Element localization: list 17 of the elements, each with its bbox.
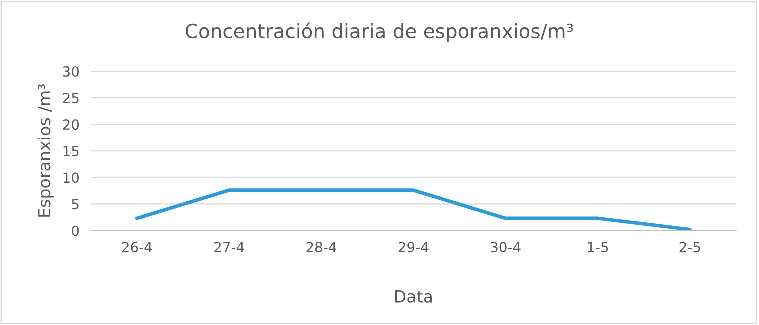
y-tick-label: 25 [63, 93, 79, 104]
x-tick-label: 30-4 [491, 242, 521, 253]
x-tick-label: 26-4 [122, 242, 152, 253]
x-axis-title: Data [395, 290, 432, 303]
x-tick-label: 27-4 [214, 242, 244, 252]
y-tick-label: 10 [64, 172, 80, 184]
y-axis-title: Esporanxios /m³ [38, 84, 54, 217]
x-tick-label: 2-5 [680, 242, 700, 253]
x-tick-label: 28-4 [306, 242, 336, 253]
x-tick-label: 1-5 [588, 242, 608, 253]
y-tick-label: 30 [63, 66, 80, 77]
y-tick-label: 20 [63, 120, 80, 130]
y-tick-label: 15 [64, 146, 79, 157]
x-tick-label: 29-4 [398, 242, 429, 253]
y-tick-label: 5 [72, 199, 79, 210]
y-tick-label: 0 [72, 226, 80, 236]
chart-title: Concentración diaria de esporanxios/m³ [186, 22, 574, 42]
